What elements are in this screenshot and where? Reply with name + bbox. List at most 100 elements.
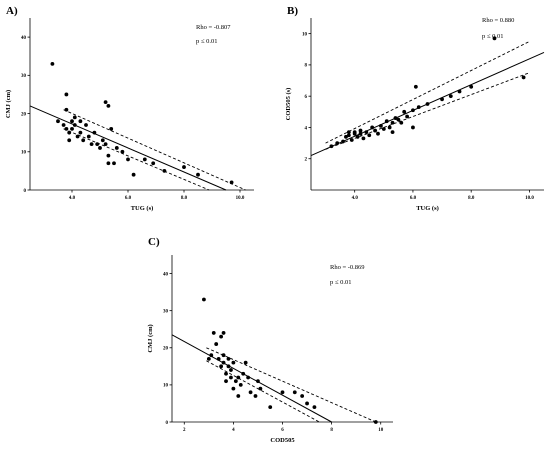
panel-b-data-point xyxy=(492,36,497,41)
panel-c-data-point xyxy=(229,368,233,372)
panel-b-y-tick-label: 2 xyxy=(305,158,308,163)
panel-a-label: A) xyxy=(6,5,18,17)
panel-c-x-tick-label: 8 xyxy=(330,428,333,433)
panel-c-y-tick-label: 30 xyxy=(163,309,169,314)
panel-c-y-axis-title: CMJ (cm) xyxy=(147,324,154,352)
panel-b-data-point xyxy=(469,84,474,89)
panel-c-data-point xyxy=(202,297,206,302)
panel-a-data-point xyxy=(112,161,116,166)
panel-c-rho-annotation: Rho = -0.869 xyxy=(330,264,365,271)
panel-a-ci-lower-line xyxy=(63,128,210,191)
panel-c-data-point xyxy=(305,401,309,406)
panel-b-plot: 2 4 6 8 10 4.0 6.0 8.0 10.0 TUG (s) COD505 (s) Rho … xyxy=(285,17,545,212)
panel-b-y-axis-title: COD505 (s) xyxy=(285,88,292,121)
panel-a-data-point xyxy=(196,172,200,177)
panel-c-data-point xyxy=(219,364,224,369)
panel-b-data-point xyxy=(381,127,386,131)
panel-b-data-point xyxy=(396,117,401,122)
panel-a-data-point xyxy=(61,123,66,127)
panel-b-p-annotation: p ≤ 0.01 xyxy=(482,33,503,40)
panel-b-data-point xyxy=(349,138,354,142)
panel-c-data-point xyxy=(216,357,221,361)
panel-a-data-point xyxy=(151,161,156,166)
panel-a-y-tick-label: 30 xyxy=(21,74,27,79)
panel-a-x-tick-label: 4.0 xyxy=(69,196,76,201)
panel-c-y-tick-label: 40 xyxy=(163,272,169,277)
panel-a-data-point xyxy=(89,142,94,147)
panel-a-data-point xyxy=(70,126,74,131)
panel-a-data-point xyxy=(70,119,74,124)
panel-c-data-point xyxy=(219,334,224,339)
panel-a-data-point xyxy=(131,172,136,177)
panel-a-rho-annotation: Rho = -0.807 xyxy=(196,24,231,31)
panel-b-data-point xyxy=(448,94,453,99)
panel-a-data-point xyxy=(106,161,111,166)
panel-c-y-tick-label: 0 xyxy=(166,421,169,426)
panel-c-data-point xyxy=(209,353,214,358)
panel-c-data-point xyxy=(229,375,233,380)
panel-b-data-point xyxy=(335,141,340,145)
panel-a-data-point xyxy=(100,138,105,143)
panel-a-data-point xyxy=(229,180,234,185)
panel-a-data-point xyxy=(114,146,119,150)
panel-c-data-point xyxy=(248,390,253,395)
panel-a-data-point xyxy=(75,134,80,139)
panel-c-data-point xyxy=(312,405,317,410)
panel-c-data-point xyxy=(292,390,297,395)
panel-a-data-point xyxy=(56,119,60,124)
panel-a-data-point xyxy=(72,115,77,120)
panel-b-x-tick-label: 4.0 xyxy=(352,196,359,201)
panel-b-data-point xyxy=(416,105,421,110)
panel-c-x-tick-label: 4 xyxy=(232,428,235,433)
panel-b-data-point xyxy=(341,139,345,144)
panel-a-y-tick-label: 40 xyxy=(21,36,27,41)
panel-b-data-point xyxy=(346,130,351,135)
panel-b-data-point xyxy=(370,125,375,130)
panel-c-regression-line xyxy=(171,334,332,423)
panel-c-data-point xyxy=(214,342,219,346)
panel-a-x-axis-title: TUG (s) xyxy=(131,205,154,212)
panel-b-data-point xyxy=(364,130,369,135)
panel-b-data-point xyxy=(358,128,363,133)
panel-b: B) 2 4 6 8 10 4.0 6.0 8.0 10.0 TUG (s) COD505 (s) R… xyxy=(285,5,545,212)
panel-a-data-point xyxy=(84,123,88,127)
panel-a-x-tick-label: 6.0 xyxy=(125,196,132,201)
panel-a-data-point xyxy=(92,130,97,135)
panel-c-x-tick-label: 10 xyxy=(378,428,384,433)
panel-b-data-point xyxy=(390,120,395,125)
panel-a-data-point xyxy=(142,157,147,162)
panel-b-rho-annotation: Rho = 0.880 xyxy=(482,17,514,24)
panel-c-y-tick-label: 20 xyxy=(163,347,169,352)
panel-a-data-point xyxy=(86,134,91,139)
panel-b-data-point xyxy=(376,131,380,136)
panel-b-data-point xyxy=(352,130,357,135)
panel-c-data-point xyxy=(268,405,273,410)
panel-b-data-point xyxy=(413,84,418,89)
panel-c-ci-lower-line xyxy=(206,360,320,423)
panel-c-data-point xyxy=(221,360,226,365)
panel-a-ci-upper-line xyxy=(63,109,246,191)
panel-a-data-point xyxy=(109,126,114,131)
panel-c-data-point xyxy=(224,371,228,376)
panel-c-label: C) xyxy=(148,236,160,248)
panel-c-data-point xyxy=(231,386,236,391)
panel-c-x-tick-label: 6 xyxy=(281,428,284,433)
panel-c-data-point xyxy=(221,353,226,358)
panel-c-x-axis-title: COD505 xyxy=(270,437,295,444)
panel-b-data-point xyxy=(344,134,348,139)
panel-a-plot: 0 10 20 30 40 4.0 6.0 8.0 10.0 TUG (s) CMJ (cm) Rho… xyxy=(5,18,254,212)
panel-c-x-tick-label: 2 xyxy=(183,428,186,433)
panel-a-data-point xyxy=(120,149,125,154)
panel-a: A) 0 10 20 30 40 4.0 6.0 8.0 10.0 TUG (s) CMJ (cm)… xyxy=(5,5,254,212)
panel-b-x-tick-label: 8.0 xyxy=(468,196,475,201)
panel-a-data-point xyxy=(162,168,167,173)
panel-c-ci-upper-line xyxy=(206,347,376,423)
panel-b-data-point xyxy=(390,130,395,135)
panel-b-data-point xyxy=(387,125,392,130)
panel-b-data-point xyxy=(411,125,415,130)
panel-b-data-point xyxy=(367,133,372,138)
panel-c-y-tick-label: 10 xyxy=(163,384,169,389)
panel-c-data-point xyxy=(253,394,258,398)
panel-c-data-point xyxy=(280,390,285,395)
